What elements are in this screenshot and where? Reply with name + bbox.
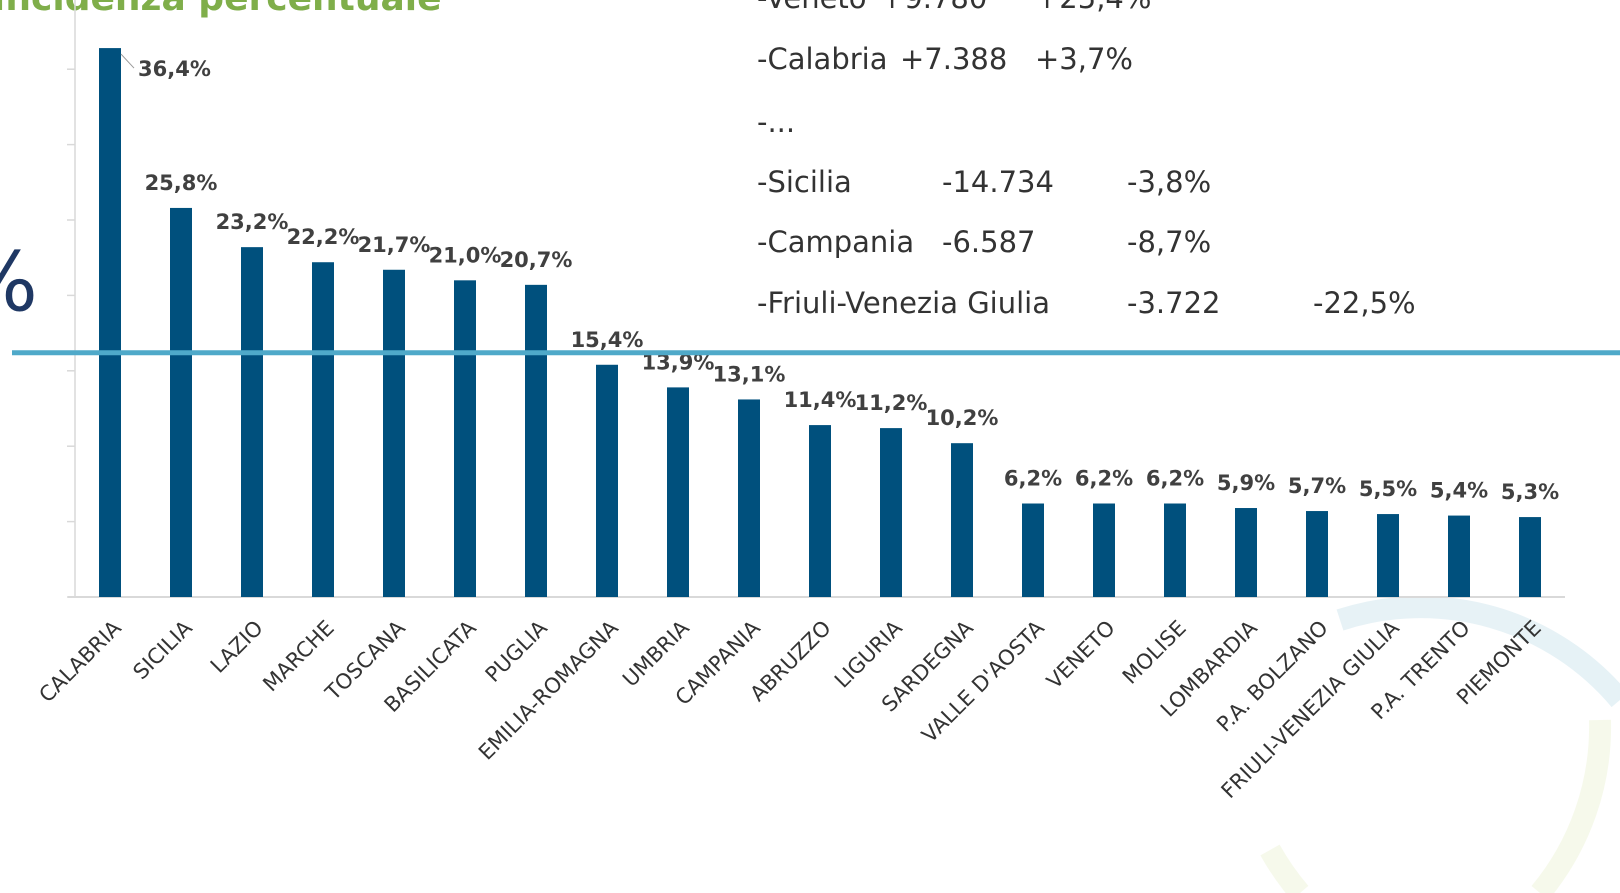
note-text: +7.388: [900, 42, 1007, 76]
note-text: -Sicilia: [757, 165, 852, 199]
bar: [1519, 517, 1541, 597]
bar: [1093, 504, 1115, 597]
side-text: %: [0, 235, 38, 330]
note-text: -...: [757, 105, 795, 139]
bar: [1164, 504, 1186, 597]
value-label: 10,2%: [926, 406, 999, 430]
note-text: -Veneto: [757, 0, 867, 15]
x-tick-label: SICILIA: [128, 615, 197, 684]
bar: [241, 247, 263, 597]
bar: [1306, 511, 1328, 597]
note-text: -6.587: [942, 225, 1036, 259]
x-tick-label: EMILIA-ROMAGNA: [474, 615, 623, 764]
value-label: 21,0%: [429, 243, 502, 267]
bar: [951, 443, 973, 597]
bar: [1235, 508, 1257, 597]
value-label: 11,4%: [784, 388, 857, 412]
bar: [667, 387, 689, 597]
value-label: 23,2%: [216, 210, 289, 234]
note-text: -14.734: [942, 165, 1054, 199]
value-label: 15,4%: [571, 328, 644, 352]
x-tick-label: LAZIO: [206, 616, 268, 678]
value-label: 11,2%: [855, 391, 928, 415]
bar: [99, 48, 121, 597]
bar: [525, 285, 547, 597]
x-tick-label: VALLE D'AOSTA: [917, 615, 1049, 747]
bar: [1022, 504, 1044, 597]
note-text: -3.722: [1127, 286, 1221, 320]
value-label: 6,2%: [1004, 467, 1062, 491]
value-label: 6,2%: [1146, 467, 1204, 491]
bar: [170, 208, 192, 597]
bar: [596, 365, 618, 597]
note-text: +25,4%: [1035, 0, 1151, 15]
value-label: 5,5%: [1359, 477, 1417, 501]
value-label: 5,3%: [1501, 480, 1559, 504]
value-label: 22,2%: [287, 225, 360, 249]
value-label: 25,8%: [145, 171, 218, 195]
note-text: +3,7%: [1035, 42, 1133, 76]
note-text: +9.780: [880, 0, 987, 15]
bar: [880, 428, 902, 597]
leader-line: [121, 54, 134, 68]
note-text: -Friuli-Venezia Giulia: [757, 286, 1050, 320]
bar: [454, 280, 476, 597]
value-label: 36,4%: [138, 57, 211, 81]
value-label: 21,7%: [358, 233, 431, 257]
notes: -Veneto +9.780 +25,4% -Calabria +7.388 +3,7% -…: [757, 0, 1416, 320]
x-tick-label: CALABRIA: [34, 615, 126, 707]
value-label: 13,1%: [713, 362, 786, 386]
x-tick-label: VENETO: [1042, 616, 1120, 694]
value-label: 5,4%: [1430, 479, 1488, 503]
value-label: 5,9%: [1217, 471, 1275, 495]
chart: Incidenza percentuale % -Veneto +9.780 +25…: [0, 0, 1620, 893]
value-label: 6,2%: [1075, 467, 1133, 491]
note-text: -Campania: [757, 225, 914, 259]
note-text: -Calabria: [757, 42, 887, 76]
bar: [1377, 514, 1399, 597]
chart-title: Incidenza percentuale: [0, 0, 442, 19]
value-label: 20,7%: [500, 248, 573, 272]
x-tick-label: PUGLIA: [481, 615, 553, 687]
note-text: -3,8%: [1127, 165, 1211, 199]
value-label: 5,7%: [1288, 474, 1346, 498]
bar: [312, 262, 334, 597]
bar: [1448, 516, 1470, 597]
bar: [809, 425, 831, 597]
note-text: -22,5%: [1313, 286, 1416, 320]
bar: [738, 399, 760, 597]
bar: [383, 270, 405, 597]
x-tick-label: MOLISE: [1118, 616, 1191, 689]
note-text: -8,7%: [1127, 225, 1211, 259]
